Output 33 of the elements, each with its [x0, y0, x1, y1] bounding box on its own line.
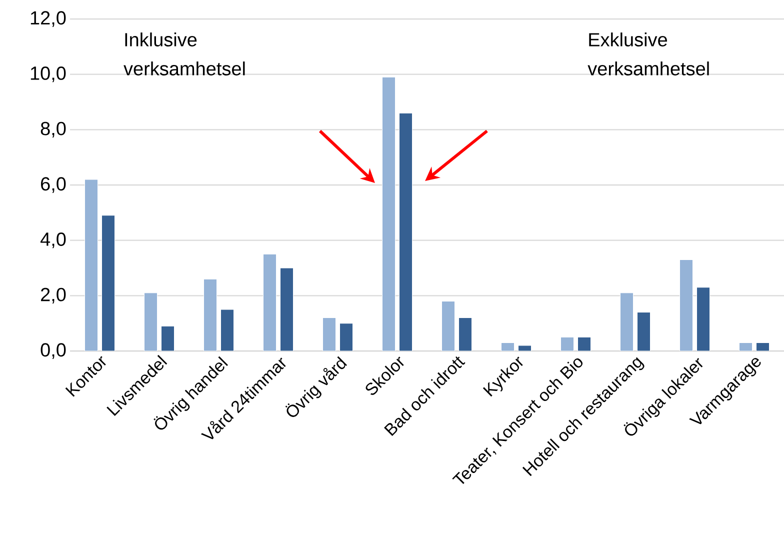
y-tick-label: 10,0	[30, 66, 66, 82]
annotation: Exklusive verksamhetsel	[588, 32, 709, 76]
bar	[518, 345, 532, 351]
bar	[560, 336, 574, 351]
bar	[739, 342, 753, 351]
bar	[680, 259, 694, 351]
bar	[399, 112, 413, 351]
bar	[144, 292, 158, 351]
bar	[620, 292, 634, 351]
y-tick-label: 6,0	[41, 177, 66, 193]
bar	[204, 278, 217, 351]
y-tick-label: 8,0	[40, 122, 66, 138]
bar	[263, 254, 277, 351]
bar	[161, 326, 175, 351]
bar	[340, 323, 354, 351]
bar	[84, 179, 98, 351]
bar	[102, 215, 116, 351]
bar	[322, 318, 336, 351]
bar	[220, 309, 234, 351]
bar	[578, 336, 592, 351]
bar	[696, 287, 710, 351]
y-tick-label: 4,0	[40, 232, 66, 248]
bar	[756, 342, 770, 351]
y-tick-label: 12,0	[30, 11, 66, 27]
y-tick-label: 0,0	[40, 343, 66, 359]
bar	[442, 300, 456, 351]
bar	[501, 342, 515, 351]
annotation: Inklusive verksamhetsel	[124, 32, 245, 76]
bar	[280, 268, 294, 351]
bar	[458, 318, 472, 351]
y-tick-label: 2,0	[41, 288, 66, 304]
bar	[637, 312, 651, 351]
bar	[382, 76, 396, 351]
